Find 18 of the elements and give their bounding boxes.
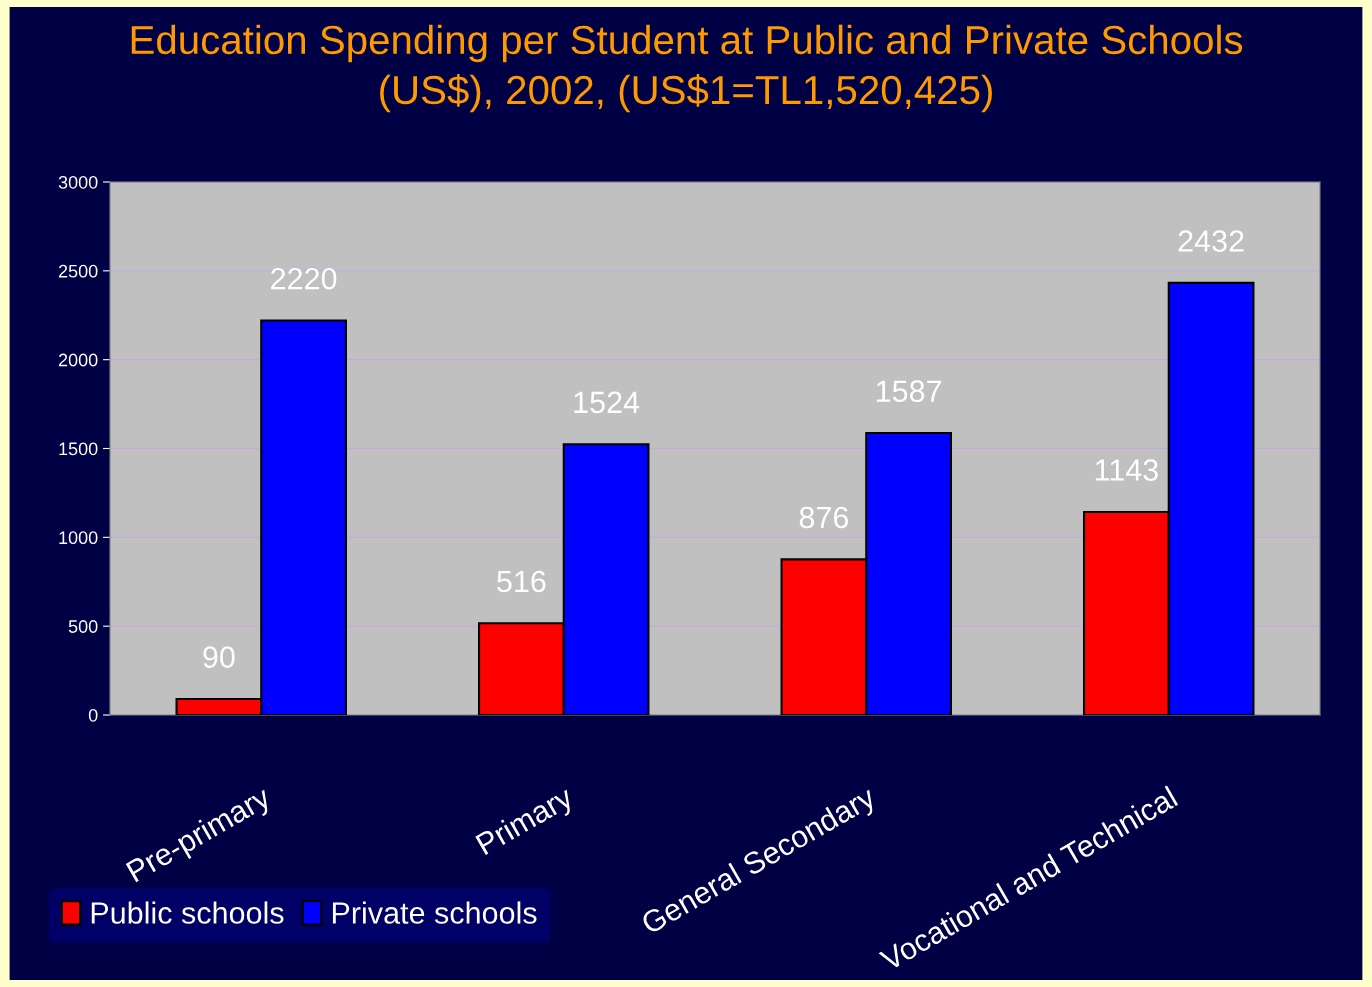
data-label: 1524 (574, 391, 640, 414)
y-tick-label: 0 (88, 708, 98, 722)
legend-label: Public schools (91, 901, 284, 924)
legend-label: Private schools (332, 901, 537, 924)
data-label: 2432 (1178, 230, 1244, 252)
data-label: 516 (497, 570, 546, 593)
y-tick-label: 1500 (59, 442, 98, 456)
data-label: 1143 (1095, 459, 1158, 481)
data-label: 1587 (876, 380, 942, 402)
chart-title: Education Spending per Student at Public and Private Schools (US$), 2002, (US$1=TL1,520,425) (131, 24, 1243, 113)
data-label: 2220 (271, 267, 337, 290)
data-label: 90 (203, 646, 235, 668)
data-label: 876 (799, 506, 849, 529)
y-tick-label: 3000 (58, 175, 98, 189)
y-tick-label: 2000 (58, 353, 98, 367)
y-tick-label: 2500 (58, 264, 98, 278)
y-tick-label: 1000 (59, 531, 98, 545)
y-tick-label: 500 (68, 620, 98, 633)
